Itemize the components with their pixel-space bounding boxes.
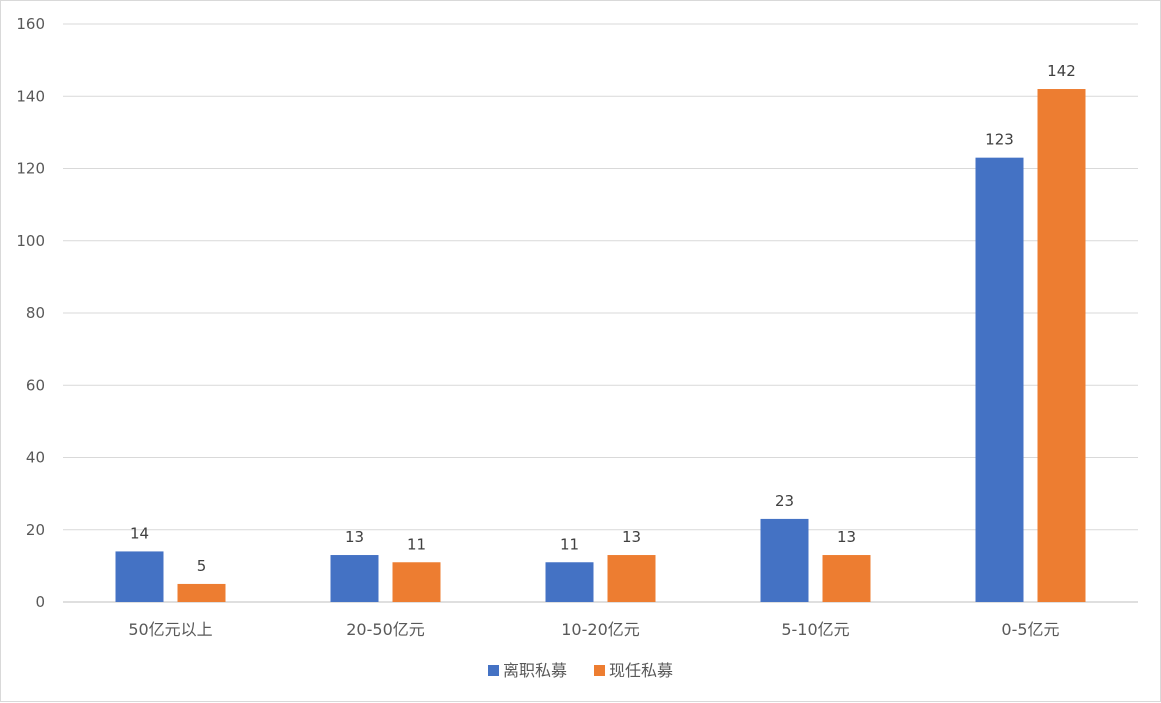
y-tick-label: 160 bbox=[16, 15, 45, 33]
bar bbox=[115, 551, 164, 602]
bar bbox=[330, 555, 379, 602]
gridlines bbox=[63, 23, 1138, 603]
x-category-label: 10-20亿元 bbox=[561, 620, 640, 639]
legend-swatch bbox=[594, 665, 605, 676]
data-label: 23 bbox=[775, 492, 794, 510]
data-label: 11 bbox=[407, 535, 426, 553]
bar bbox=[1037, 89, 1086, 602]
y-tick-label: 100 bbox=[16, 232, 45, 250]
y-axis-ticks: 0 20 40 60 80 100 120 140 160 bbox=[16, 15, 45, 611]
y-tick-label: 60 bbox=[26, 376, 45, 394]
data-label: 5 bbox=[197, 557, 207, 575]
data-label: 14 bbox=[130, 524, 149, 542]
data-label: 123 bbox=[985, 131, 1014, 149]
legend-swatch bbox=[488, 665, 499, 676]
data-label: 13 bbox=[622, 528, 641, 546]
y-tick-label: 140 bbox=[16, 87, 45, 105]
x-category-label: 5-10亿元 bbox=[781, 620, 849, 639]
data-labels: 14 5 13 11 11 13 23 13 123 142 bbox=[130, 62, 1076, 575]
bar bbox=[545, 562, 594, 602]
bar bbox=[177, 583, 226, 602]
bar bbox=[975, 157, 1024, 602]
y-tick-label: 80 bbox=[26, 304, 45, 322]
y-tick-label: 20 bbox=[26, 521, 45, 539]
y-tick-label: 120 bbox=[16, 160, 45, 178]
x-axis-categories: 50亿元以上 20-50亿元 10-20亿元 5-10亿元 0-5亿元 bbox=[128, 620, 1059, 639]
x-category-label: 50亿元以上 bbox=[128, 620, 212, 639]
data-label: 13 bbox=[345, 528, 364, 546]
bar bbox=[760, 518, 809, 602]
bar bbox=[822, 555, 871, 602]
bar bbox=[607, 555, 656, 602]
x-category-label: 0-5亿元 bbox=[1001, 620, 1059, 639]
legend-label: 离职私募 bbox=[503, 661, 567, 680]
data-label: 13 bbox=[837, 528, 856, 546]
legend: 离职私募 现任私募 bbox=[488, 661, 673, 680]
y-tick-label: 0 bbox=[35, 593, 45, 611]
bars bbox=[115, 89, 1086, 602]
bar bbox=[392, 562, 441, 602]
y-tick-label: 40 bbox=[26, 449, 45, 467]
data-label: 142 bbox=[1047, 62, 1076, 80]
x-category-label: 20-50亿元 bbox=[346, 620, 425, 639]
legend-label: 现任私募 bbox=[609, 661, 673, 680]
data-label: 11 bbox=[560, 535, 579, 553]
